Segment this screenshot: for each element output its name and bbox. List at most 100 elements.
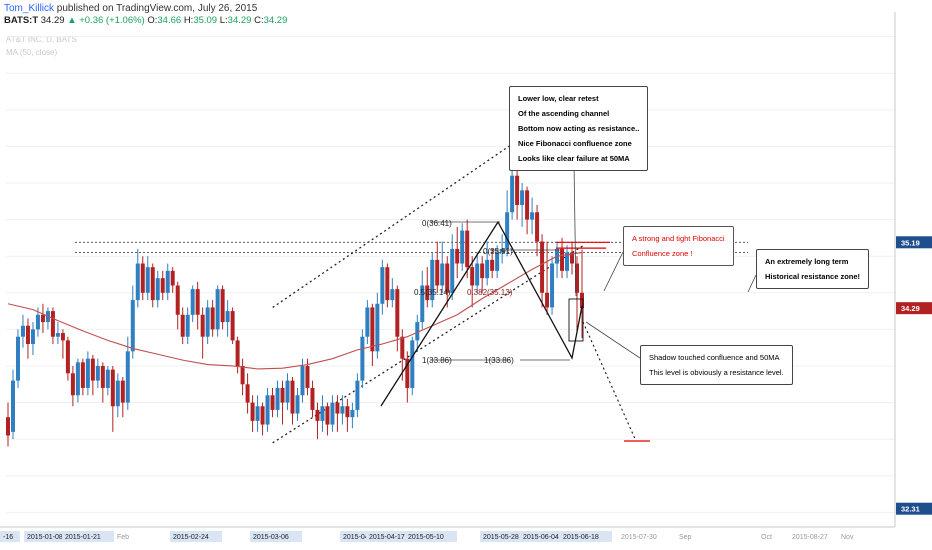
series-legend: AT&T INC, D, BATS	[6, 35, 77, 44]
price-tag	[896, 302, 932, 315]
candle-body	[480, 263, 485, 279]
candle-body	[25, 325, 30, 345]
last-price: 34.29	[40, 15, 65, 26]
publish-header: Tom_Killick published on TradingView.com…	[4, 3, 257, 14]
candle-body	[220, 289, 225, 323]
candle-body	[325, 406, 330, 425]
x-tick-label: 2015-02-24	[173, 534, 209, 541]
candle-body	[155, 278, 160, 301]
x-tick-highlight	[170, 531, 222, 542]
candle-body	[105, 369, 110, 388]
author-link[interactable]: Tom_Killick	[4, 3, 55, 14]
candle-body	[570, 252, 575, 264]
candle-body	[135, 263, 140, 301]
open-value: 34.66	[157, 15, 182, 26]
candle-body	[60, 333, 65, 341]
candle-body	[335, 402, 340, 414]
candle-body	[355, 380, 360, 410]
candle-body	[385, 267, 390, 301]
candle-body	[10, 380, 15, 432]
fib-label: 1(33.86)	[484, 356, 514, 365]
high-value: 35.09	[193, 15, 218, 26]
fib-label: 0(35.91)	[483, 247, 513, 256]
candle-body	[170, 270, 175, 286]
price-tag-label: 35.19	[901, 238, 920, 247]
x-tick-highlight	[560, 531, 612, 542]
x-tick-highlight	[520, 531, 572, 542]
x-tick-highlight	[480, 531, 532, 542]
candle-body	[450, 248, 455, 293]
candle-body	[305, 365, 310, 388]
candle-body	[275, 387, 280, 410]
low-value: 34.29	[227, 15, 252, 26]
candle-body	[535, 212, 540, 242]
callout-pointer	[585, 321, 641, 359]
focus-rectangle	[568, 298, 584, 342]
annotation-box-fibonacci: A strong and tight Fibonacci Confluence …	[623, 226, 734, 266]
x-tick-label: 2015-03-06	[253, 534, 289, 541]
candle-body	[540, 241, 545, 293]
candle-body	[200, 314, 205, 337]
candle-body	[315, 409, 320, 421]
candle-body	[500, 248, 505, 253]
candle-body	[490, 259, 495, 271]
candle-body	[125, 351, 130, 403]
price-tag	[896, 236, 932, 249]
candle-body	[195, 289, 200, 315]
candle-body	[440, 263, 445, 286]
candle-body	[435, 259, 440, 286]
candle-body	[395, 289, 400, 337]
candle-body	[375, 303, 380, 352]
close-label: C:	[254, 15, 264, 26]
x-tick-label: 2015-04-16	[343, 534, 379, 541]
ohlc-bar: BATS:T 34.29 ▲ +0.36 (+1.06%) O:34.66 H:…	[4, 15, 287, 26]
candle-body	[290, 380, 295, 414]
projection-line	[582, 321, 637, 442]
candle-body	[15, 336, 20, 381]
symbol-label: BATS:T	[4, 15, 39, 26]
annotation-line: Confluence zone !	[632, 249, 693, 258]
annotation-line: Historical resistance zone!	[765, 272, 861, 281]
candle-body	[6, 417, 10, 436]
candle-body	[505, 212, 510, 249]
candle-body	[295, 395, 300, 414]
x-tick-label: 2015-08-27	[792, 534, 828, 541]
candle-body	[445, 263, 450, 293]
candle-body	[35, 314, 40, 330]
ma50-line	[7, 251, 583, 370]
candle-body	[145, 267, 150, 293]
candle-body	[75, 362, 80, 396]
candle-body	[65, 340, 70, 374]
x-tick-label: Oct	[761, 534, 772, 541]
candle-body	[515, 175, 520, 205]
candle-body	[285, 380, 290, 403]
candle-body	[580, 292, 584, 309]
open-label: O:	[147, 15, 158, 26]
candle-body	[280, 387, 285, 403]
candle-body	[230, 311, 235, 341]
annotation-line: An extremely long term	[765, 257, 849, 266]
candle-body	[520, 190, 525, 205]
fib-label: 0.5(35.14)	[414, 288, 451, 297]
candle-body	[530, 212, 535, 220]
candle-body	[430, 259, 435, 301]
annotation-line: Bottom now acting as resistance..	[518, 124, 640, 133]
channel-lower-line	[272, 244, 585, 444]
candle-body	[150, 267, 155, 301]
candle-body	[465, 230, 470, 268]
candle-body	[560, 248, 565, 271]
x-tick-highlight	[24, 531, 76, 542]
x-tick-label: 2015-06-04	[523, 534, 559, 541]
candle-body	[205, 307, 210, 337]
candle-body	[310, 387, 315, 410]
chart-legend: AT&T INC, D, BATS MA (50, close)	[6, 33, 77, 59]
candle-body	[370, 307, 375, 352]
fib-label: 0.382(35.13)	[467, 288, 513, 297]
annotation-box-shadow: Shadow touched confluence and 50MA This …	[640, 345, 793, 385]
candle-body	[140, 263, 145, 293]
candle-body	[425, 285, 430, 301]
candle-body	[250, 402, 255, 421]
candle-body	[405, 358, 410, 388]
annotation-line: A strong and tight Fibonacci	[632, 234, 725, 243]
